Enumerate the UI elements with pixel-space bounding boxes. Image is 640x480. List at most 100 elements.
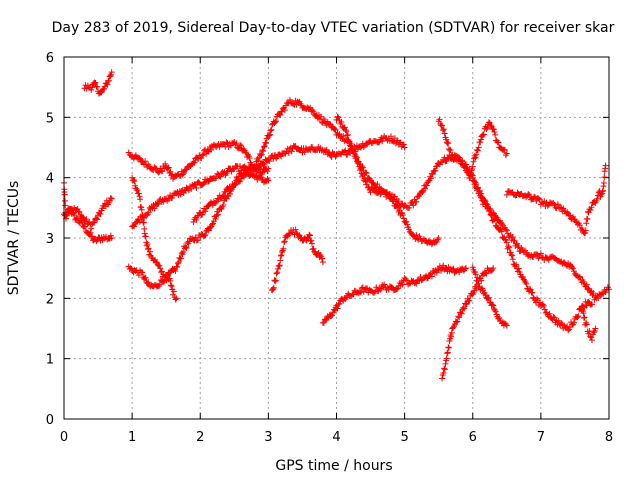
- data-point: [472, 271, 479, 278]
- data-point: [462, 163, 469, 170]
- data-point: [570, 319, 577, 326]
- data-point: [410, 202, 417, 209]
- data-point: [260, 160, 267, 167]
- data-point: [475, 144, 482, 151]
- data-point: [480, 131, 487, 138]
- data-point: [167, 282, 174, 289]
- data-point: [444, 349, 451, 356]
- data-point: [237, 141, 244, 148]
- y-tick-label: 2: [46, 292, 54, 307]
- data-point: [281, 107, 288, 114]
- data-point: [545, 256, 552, 263]
- data-point: [490, 126, 497, 133]
- data-point: [435, 235, 442, 241]
- data-point: [481, 198, 488, 205]
- series-track-g: [129, 133, 408, 230]
- data-point: [155, 283, 162, 290]
- data-point: [535, 195, 542, 202]
- data-point: [475, 277, 482, 284]
- y-tick-label: 1: [46, 353, 54, 368]
- data-point: [455, 313, 462, 320]
- axis-ticks: 0 1 2 3 4 5 6 7 8 0 1 2 3 4 5 6: [46, 51, 613, 445]
- data-point: [200, 151, 207, 158]
- data-point: [134, 186, 141, 193]
- data-point: [428, 175, 435, 182]
- data-point: [586, 328, 593, 335]
- data-point: [108, 195, 115, 202]
- data-point: [223, 139, 230, 146]
- data-point: [332, 127, 339, 133]
- data-point: [445, 344, 452, 351]
- data-point: [601, 174, 608, 181]
- data-point: [513, 261, 520, 268]
- data-point: [194, 237, 201, 244]
- data-point: [314, 250, 321, 257]
- data-point: [159, 168, 166, 175]
- data-point: [370, 289, 377, 296]
- data-point: [264, 168, 271, 175]
- data-points: [61, 69, 612, 382]
- data-point: [587, 207, 594, 214]
- data-point: [260, 144, 267, 151]
- data-point: [93, 215, 100, 222]
- y-tick-label: 4: [46, 172, 54, 187]
- data-point: [575, 313, 582, 320]
- data-point: [288, 148, 295, 155]
- data-point: [576, 273, 583, 280]
- data-point: [152, 165, 159, 172]
- data-point: [105, 77, 112, 84]
- data-point: [377, 191, 384, 198]
- data-point: [238, 142, 245, 149]
- data-point: [220, 201, 227, 208]
- data-point: [277, 257, 284, 264]
- data-point: [537, 250, 544, 257]
- data-point: [201, 232, 208, 239]
- data-point: [329, 312, 336, 319]
- data-point: [268, 126, 275, 133]
- data-point: [485, 294, 492, 301]
- data-point: [326, 120, 333, 127]
- data-point: [598, 191, 605, 198]
- data-point: [263, 140, 270, 147]
- data-point: [222, 188, 229, 195]
- data-point: [531, 193, 538, 200]
- x-tick-label: 0: [60, 430, 68, 445]
- data-point: [406, 204, 413, 211]
- data-point: [523, 280, 530, 287]
- data-point: [477, 194, 484, 201]
- data-point: [135, 190, 142, 197]
- data-point: [286, 96, 293, 103]
- data-point: [342, 126, 349, 133]
- data-point: [193, 185, 200, 192]
- data-point: [540, 302, 547, 309]
- data-point: [261, 143, 268, 150]
- data-point: [440, 126, 447, 133]
- data-point: [388, 133, 394, 140]
- data-point: [139, 269, 146, 276]
- data-point: [473, 151, 480, 158]
- y-tick-label: 3: [46, 232, 54, 247]
- data-point: [458, 310, 465, 317]
- x-tick-label: 6: [469, 430, 477, 445]
- data-point: [574, 314, 581, 321]
- series-track-b: [61, 194, 115, 232]
- data-point: [309, 106, 316, 113]
- data-point: [209, 221, 216, 228]
- data-point: [136, 193, 143, 200]
- data-point: [274, 269, 281, 276]
- series-track-n: [469, 264, 510, 329]
- data-point: [502, 152, 509, 159]
- data-point: [381, 281, 388, 288]
- data-point: [474, 274, 481, 281]
- data-point: [422, 185, 429, 192]
- data-point: [492, 131, 499, 138]
- data-point: [179, 171, 186, 178]
- data-point: [400, 215, 407, 222]
- data-point: [242, 149, 249, 156]
- data-point: [266, 132, 273, 139]
- data-point: [83, 216, 90, 223]
- data-point: [276, 262, 283, 269]
- data-point: [61, 191, 68, 198]
- data-point: [482, 292, 489, 299]
- data-point: [467, 174, 474, 181]
